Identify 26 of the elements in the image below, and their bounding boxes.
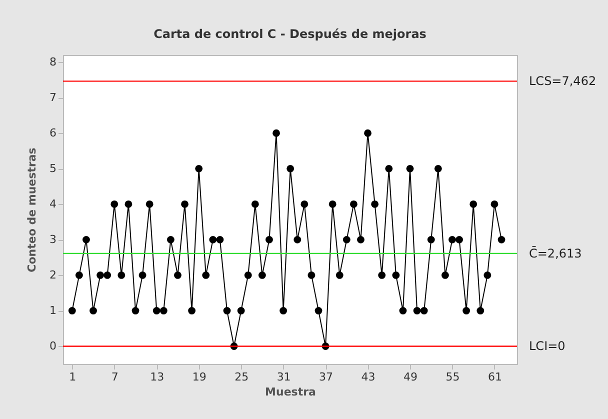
y-tick-label: 5 [50, 162, 56, 176]
y-tick-label: 7 [50, 91, 56, 104]
x-tick-label: 13 [150, 370, 164, 384]
y-tick-label: 3 [50, 233, 56, 246]
x-tick-label: 55 [446, 370, 460, 384]
ref-line-label: C̄=2,613 [529, 246, 582, 260]
x-axis-title: Muestra [265, 386, 316, 398]
x-tick-label: 1 [69, 370, 76, 384]
x-tick-label: 25 [234, 370, 249, 384]
y-tick-label: 1 [50, 304, 56, 318]
y-axis-title: Conteo de muestras [26, 147, 38, 272]
x-tick-label: 37 [319, 370, 334, 384]
ref-line-label: LCI=0 [529, 339, 566, 354]
y-tick-label: 6 [50, 126, 56, 140]
chart-title: Carta de control C - Después de mejoras [154, 27, 426, 41]
y-tick-label: 0 [50, 340, 56, 353]
x-tick-label: 7 [111, 370, 118, 384]
x-tick-label: 19 [192, 370, 206, 384]
x-tick-label: 49 [404, 370, 418, 384]
ref-line-label: LCS=7,462 [529, 74, 596, 88]
y-tick-label: 8 [50, 56, 56, 69]
x-tick-label: 61 [488, 370, 502, 384]
x-tick-label: 31 [276, 370, 291, 384]
y-tick-label: 2 [50, 268, 56, 282]
y-tick-label: 4 [50, 198, 56, 211]
x-tick-label: 43 [361, 370, 376, 384]
